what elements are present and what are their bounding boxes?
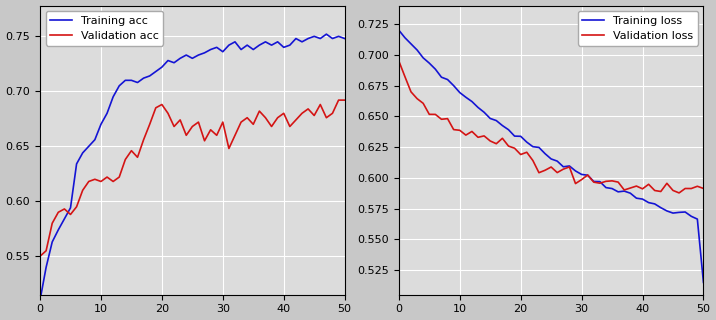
Training loss: [596, 180, 604, 184]
Training acc: [322, 32, 331, 36]
Line: Validation acc: Validation acc: [40, 100, 344, 256]
Training acc: [133, 81, 142, 84]
Validation loss: [492, 142, 500, 146]
Validation acc: [328, 111, 337, 115]
Training acc: [36, 298, 44, 302]
Legend: Training acc, Validation acc: Training acc, Validation acc: [46, 11, 163, 45]
Training loss: [395, 28, 403, 32]
Training acc: [340, 36, 349, 40]
Legend: Training loss, Validation loss: Training loss, Validation loss: [578, 11, 698, 45]
Training loss: [462, 95, 470, 99]
Validation loss: [614, 180, 622, 184]
Training acc: [255, 43, 263, 47]
Validation acc: [334, 98, 343, 102]
Validation loss: [693, 184, 702, 188]
Training acc: [237, 48, 246, 52]
Training loss: [699, 281, 707, 284]
Validation loss: [596, 181, 604, 185]
Validation acc: [127, 149, 136, 153]
Validation acc: [340, 98, 349, 102]
Validation acc: [103, 175, 112, 179]
Line: Training loss: Training loss: [399, 30, 703, 283]
Training acc: [334, 35, 343, 38]
Line: Validation loss: Validation loss: [399, 61, 703, 193]
Validation acc: [255, 109, 263, 113]
Line: Training acc: Training acc: [40, 34, 344, 300]
Validation acc: [133, 156, 142, 159]
Training loss: [693, 217, 702, 221]
Training loss: [614, 190, 622, 194]
Training loss: [486, 116, 495, 120]
Validation loss: [699, 187, 707, 190]
Validation loss: [486, 139, 495, 143]
Training acc: [127, 78, 136, 82]
Validation loss: [462, 133, 470, 137]
Validation loss: [395, 59, 403, 63]
Validation loss: [674, 191, 683, 195]
Validation acc: [237, 120, 246, 124]
Validation acc: [36, 254, 44, 258]
Training loss: [492, 119, 500, 123]
Training acc: [103, 111, 112, 115]
